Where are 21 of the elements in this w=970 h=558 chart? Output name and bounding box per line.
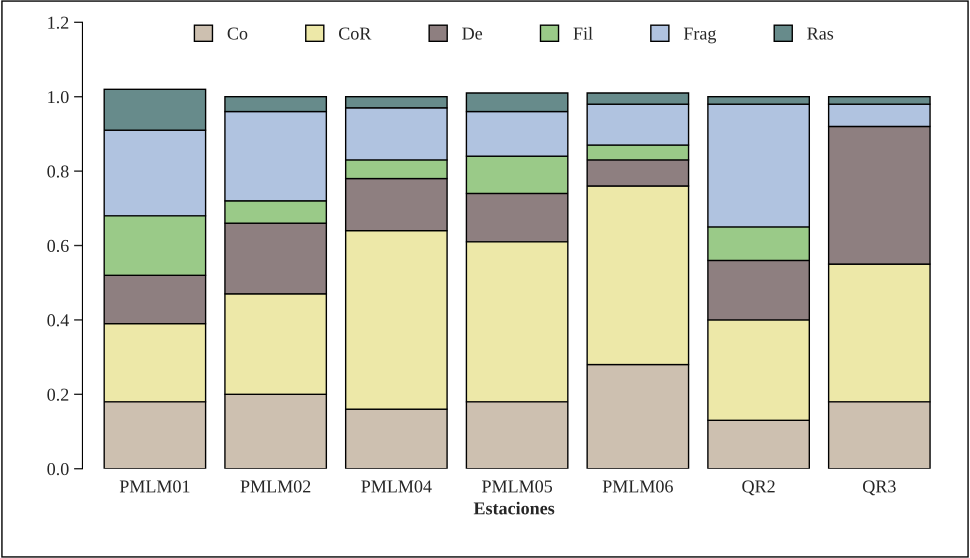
legend-label: CoR: [339, 27, 372, 40]
x-tick-label: QR3: [863, 480, 896, 496]
x-tick-label: QR2: [742, 480, 775, 496]
y-tick-label: 1.0: [48, 90, 69, 104]
x-tick-label: PMLM02: [240, 480, 310, 493]
y-tick-label: 0.4: [47, 314, 69, 326]
x-tick-label: PMLM04: [361, 480, 432, 493]
legend-label: De: [462, 28, 482, 40]
y-tick-label: 0.2: [47, 388, 68, 401]
y-tick-label: 1.2: [48, 16, 68, 29]
y-tick-label: 0.0: [47, 462, 69, 476]
y-tick-label: 0.6: [47, 240, 69, 252]
y-tick-label: 0.8: [47, 165, 69, 178]
legend-label: Frag: [684, 28, 716, 44]
legend-label: Ras: [807, 28, 834, 40]
x-axis-title: Estaciones: [474, 502, 554, 514]
x-tick-label: PMLM01: [120, 480, 190, 493]
x-tick-label: PMLM05: [482, 480, 552, 493]
x-tick-label: PMLM06: [602, 480, 673, 493]
legend-label: Co: [228, 27, 248, 40]
legend-label: Fil: [574, 26, 593, 40]
